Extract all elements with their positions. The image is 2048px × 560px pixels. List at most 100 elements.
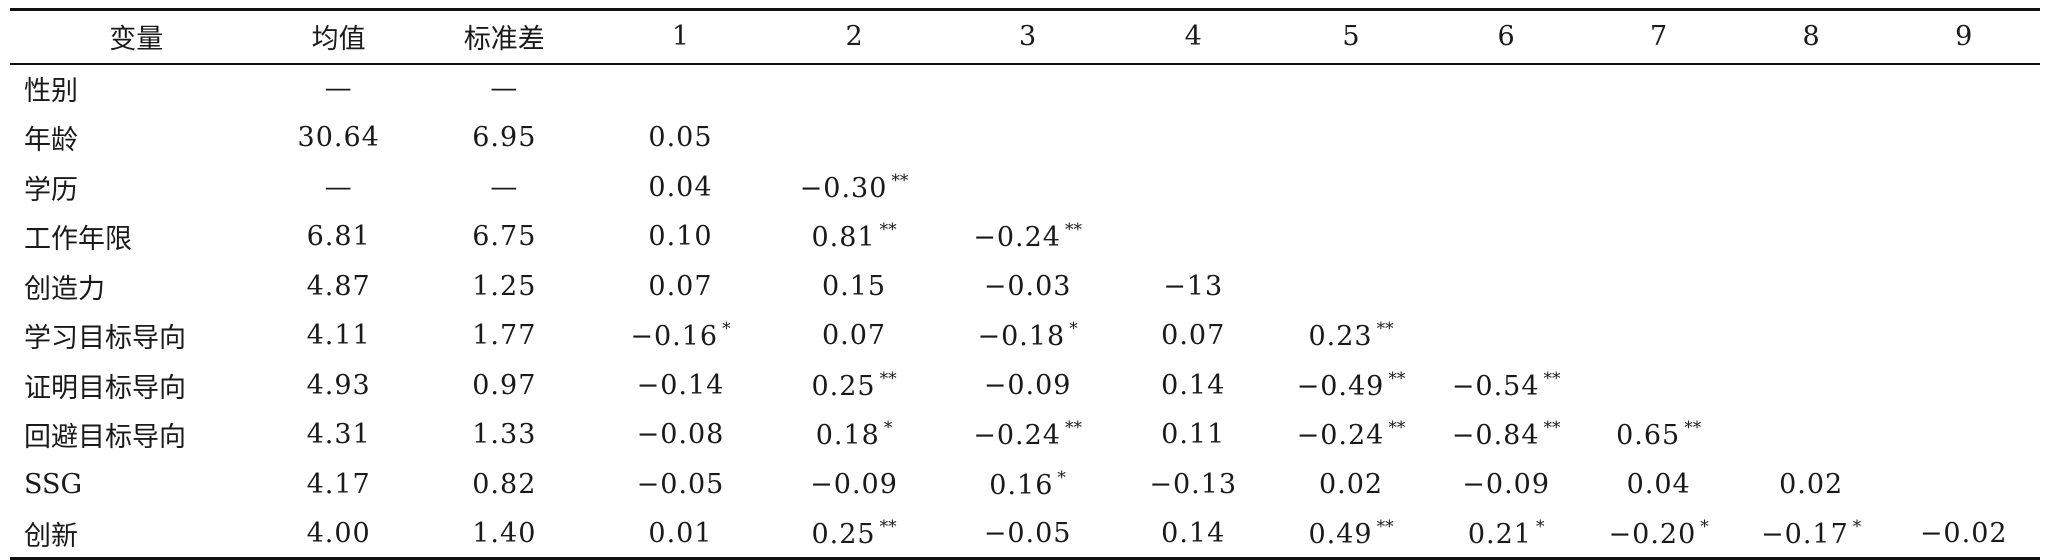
correlation-cell: −0.09 — [1430, 460, 1583, 510]
empty-cell — [1430, 113, 1583, 163]
empty-cell — [1582, 163, 1735, 213]
empty-cell — [1887, 460, 2040, 510]
table-row: 学历 — — 0.04 −0.30 ** — [10, 163, 2040, 213]
correlation-value: −0.24 — [973, 420, 1061, 452]
correlation-cell: −0.20 * — [1582, 509, 1735, 560]
correlation-cell: −0.49 ** — [1272, 361, 1430, 411]
correlation-value: 0.16 — [989, 469, 1054, 501]
significance-marker: ** — [1376, 319, 1394, 340]
significance-marker: ** — [1064, 418, 1082, 439]
variable-name-cell: 创新 — [10, 509, 263, 560]
empty-cell — [1887, 311, 2040, 361]
empty-cell — [1735, 262, 1888, 312]
mean-cell: 4.31 — [306, 419, 371, 451]
correlation-cell: −0.30 ** — [767, 163, 941, 213]
sd-cell: 1.33 — [472, 419, 537, 451]
empty-cell — [1887, 163, 2040, 213]
sd-cell: 6.95 — [472, 122, 537, 154]
variable-name-cell: 创造力 — [24, 273, 105, 305]
correlation-value: −0.18 — [977, 321, 1066, 353]
table-row: SSG 4.17 0.82 −0.05 −0.09 0.16 * −0.13 0.02 −0.09… — [10, 460, 2040, 510]
empty-cell — [1735, 311, 1888, 361]
correlation-cell: −0.14 — [594, 361, 768, 411]
correlation-value: −0.02 — [1919, 517, 2008, 549]
empty-cell — [1430, 262, 1583, 312]
correlation-value: 0.02 — [1779, 468, 1844, 500]
correlation-value: 0.81 — [811, 222, 876, 254]
variable-name-cell: 年龄 — [24, 125, 78, 157]
correlation-cell: 0.07 — [594, 262, 768, 312]
table-row: 回避目标导向 4.31 1.33 −0.08 0.18 * −0.24 ** 0.11 −0.24… — [10, 410, 2040, 460]
header-variable: 变量 — [10, 8, 263, 65]
correlation-value: 0.07 — [1161, 320, 1226, 352]
correlation-value: −0.84 — [1451, 420, 1540, 452]
empty-cell — [1582, 212, 1735, 262]
sd-cell: 1.25 — [472, 270, 537, 302]
correlation-cell: 0.15 — [767, 262, 941, 312]
correlation-cell: 0.25 ** — [767, 509, 941, 560]
header-col-4: 4 — [1114, 8, 1273, 65]
variable-name-cell: 工作年限 — [24, 224, 132, 256]
table-row: 性别 — — — [10, 64, 2040, 114]
correlation-cell: 0.04 — [594, 163, 768, 213]
correlation-cell: −0.24 ** — [1272, 410, 1430, 460]
correlation-value: −0.17 — [1761, 518, 1849, 550]
correlation-cell: 0.05 — [594, 113, 768, 163]
correlation-cell: −0.09 — [941, 361, 1115, 411]
empty-cell — [1430, 212, 1583, 262]
correlation-cell: 0.23 ** — [1272, 311, 1430, 361]
correlation-table: 变量 均值 标准差 1 2 3 4 5 6 7 8 9 性别 — — 年龄 30.64 6… — [10, 8, 2040, 560]
empty-cell — [767, 113, 941, 163]
correlation-value: −0.20 — [1608, 518, 1697, 550]
variable-name-cell: 学习目标导向 — [24, 323, 186, 355]
empty-cell — [1887, 361, 2040, 411]
correlation-cell: −0.24 ** — [941, 410, 1115, 460]
sd-cell: 1.40 — [414, 509, 594, 560]
significance-marker: ** — [879, 368, 897, 389]
table-row: 年龄 30.64 6.95 0.05 — [10, 113, 2040, 163]
correlation-value: 0.07 — [821, 320, 887, 352]
header-col-7: 7 — [1582, 8, 1735, 65]
correlation-value: 0.65 — [1616, 420, 1681, 452]
correlation-cell: −0.03 — [941, 262, 1115, 312]
empty-cell — [1735, 410, 1888, 460]
table-header-row: 变量 均值 标准差 1 2 3 4 5 6 7 8 9 — [10, 8, 2040, 65]
mean-cell: — — [324, 171, 353, 203]
correlation-value: 0.23 — [1308, 321, 1373, 353]
empty-cell — [1735, 113, 1888, 163]
empty-cell — [1114, 163, 1272, 213]
empty-cell — [1272, 262, 1430, 312]
significance-marker: ** — [879, 516, 897, 537]
empty-cell — [1887, 64, 2040, 114]
correlation-value: −0.16 — [630, 321, 719, 353]
correlation-value: 0.14 — [1161, 369, 1226, 401]
empty-cell — [1582, 262, 1735, 312]
significance-marker: ** — [1388, 368, 1406, 389]
empty-cell — [1582, 311, 1735, 361]
header-col-9: 9 — [1887, 8, 2040, 65]
empty-cell — [1887, 262, 2040, 312]
empty-cell — [941, 113, 1115, 163]
correlation-cell: −0.05 — [940, 509, 1115, 560]
empty-cell — [1114, 113, 1272, 163]
empty-cell — [1735, 361, 1888, 411]
correlation-value: 0.02 — [1318, 468, 1384, 500]
table-row: 学习目标导向 4.11 1.77 −0.16 * 0.07 −0.18 * 0.07 0.23 ** — [10, 311, 2040, 361]
significance-marker: * — [1700, 516, 1709, 537]
significance-marker: * — [1852, 516, 1862, 537]
empty-cell — [1735, 163, 1888, 213]
correlation-cell: −0.05 — [594, 460, 768, 510]
correlation-value: 0.25 — [811, 370, 876, 402]
empty-cell — [767, 64, 941, 114]
sd-cell: 6.75 — [472, 221, 537, 253]
significance-marker: ** — [1543, 418, 1561, 439]
correlation-value: 0.10 — [648, 221, 713, 253]
empty-cell — [1582, 361, 1735, 411]
correlation-cell: 0.14 — [1114, 509, 1273, 560]
significance-marker: * — [883, 418, 893, 439]
correlation-cell: 0.01 — [593, 509, 768, 560]
correlation-cell: 0.18 * — [767, 410, 941, 460]
correlation-cell: 0.10 — [594, 212, 768, 262]
significance-marker: ** — [879, 220, 897, 241]
correlation-value: −0.09 — [983, 369, 1072, 401]
